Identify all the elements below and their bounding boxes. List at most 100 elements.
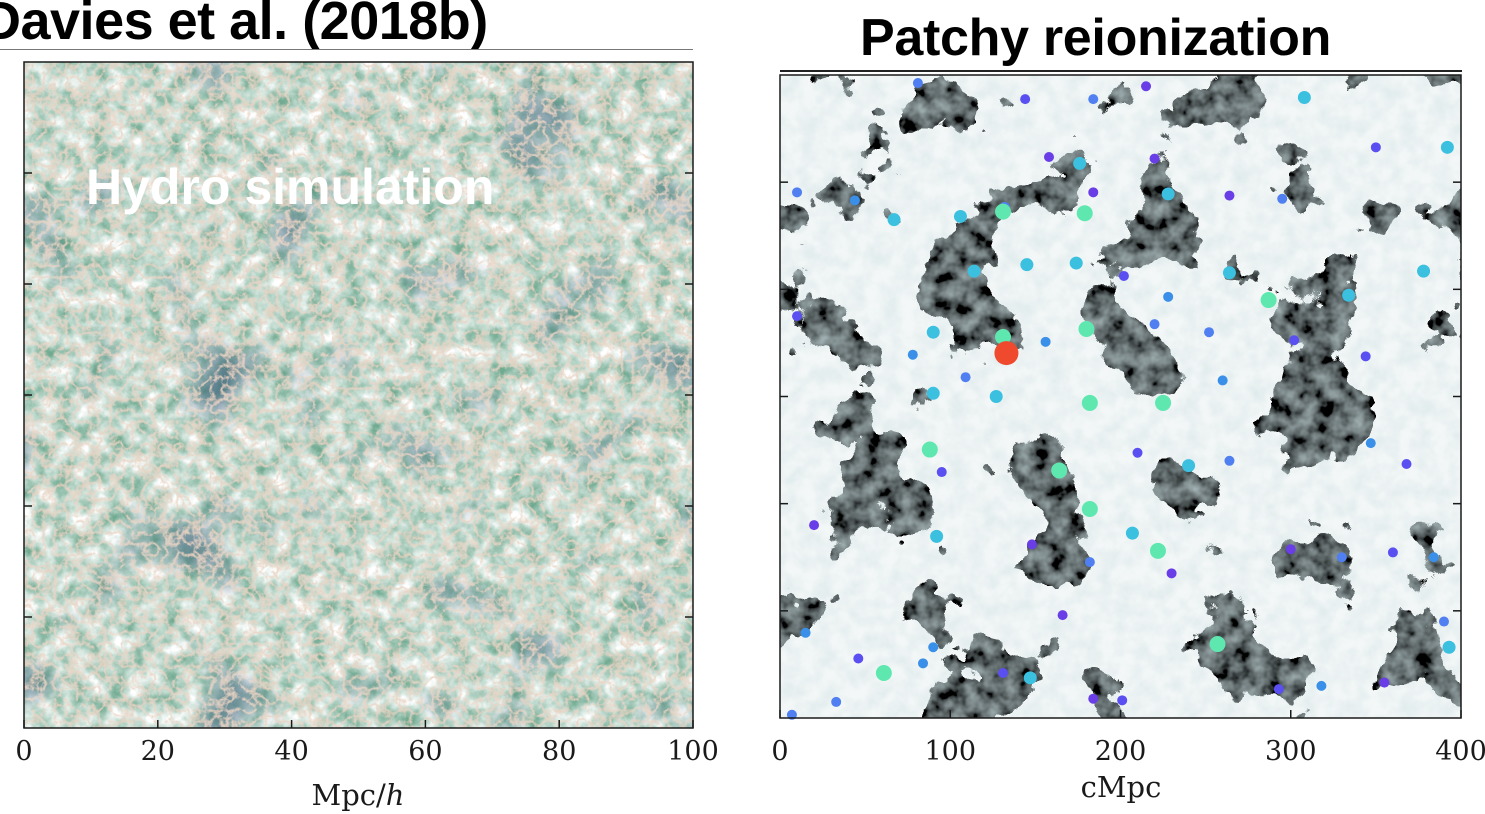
galaxy-point (995, 203, 1012, 220)
hydro-simulation-panel: 0 20 40 60 80 100 Mpc/h (15, 61, 719, 812)
galaxy-point (1224, 455, 1235, 466)
galaxy-point (967, 264, 981, 278)
galaxy-point (1166, 568, 1177, 579)
left-x-tick-label: 0 (15, 736, 32, 767)
galaxy-point (1365, 438, 1376, 449)
right-x-tick-label: 200 (1095, 736, 1147, 767)
galaxy-point (1125, 526, 1139, 540)
galaxy-point (1273, 684, 1284, 695)
galaxy-point (1163, 291, 1174, 302)
galaxy-point (918, 658, 929, 669)
galaxy-points (786, 78, 1456, 720)
galaxy-point (953, 209, 967, 223)
reionization-map-image (780, 75, 1461, 718)
right-x-axis-title: cMpc (1081, 770, 1162, 804)
galaxy-point (1209, 636, 1226, 653)
galaxy-point (1040, 336, 1051, 347)
galaxy-point (1277, 193, 1288, 204)
galaxy-point (1026, 539, 1037, 550)
galaxy-point (1360, 351, 1371, 362)
galaxy-point (907, 349, 918, 360)
left-x-axis-title-unit: Mpc/ (312, 778, 386, 812)
galaxy-point (912, 78, 923, 89)
left-x-ticks: 0 20 40 60 80 100 (15, 720, 719, 767)
galaxy-point (1336, 552, 1347, 563)
galaxy-point (995, 329, 1012, 346)
galaxy-point (1076, 205, 1093, 222)
galaxy-point (1204, 327, 1215, 338)
galaxy-point (875, 664, 892, 681)
hydro-simulation-label: Hydro simulation (86, 159, 495, 215)
highlight-quasar-point (994, 341, 1019, 366)
galaxy-point (1020, 258, 1034, 272)
left-x-tick-label: 60 (408, 736, 442, 767)
galaxy-point (1401, 459, 1412, 470)
right-heading-rule (780, 70, 1462, 72)
left-x-axis-title-h: h (386, 778, 405, 812)
galaxy-point (1379, 677, 1390, 688)
galaxy-point (1081, 501, 1098, 518)
galaxy-point (1342, 288, 1356, 302)
galaxy-point (921, 441, 938, 458)
galaxy-point (887, 213, 901, 227)
galaxy-point (1117, 695, 1128, 706)
galaxy-point (926, 386, 940, 400)
left-x-tick-label: 80 (542, 736, 576, 767)
galaxy-point (998, 667, 1009, 678)
galaxy-point (1084, 557, 1095, 568)
galaxy-point (1316, 680, 1327, 691)
galaxy-point (1217, 375, 1228, 386)
left-x-axis-title: Mpc/h (312, 778, 405, 812)
galaxy-point (1088, 94, 1099, 105)
left-panel-heading: Davies et al. (2018b) (0, 0, 488, 51)
galaxy-point (1387, 547, 1398, 558)
galaxy-point (1440, 140, 1454, 154)
galaxy-point (849, 195, 860, 206)
galaxy-point (1141, 81, 1152, 92)
galaxy-point (989, 390, 1003, 403)
galaxy-point (1088, 693, 1099, 704)
left-x-tick-label: 20 (141, 736, 175, 767)
galaxy-point (831, 696, 842, 707)
galaxy-point (1118, 270, 1129, 281)
galaxy-point (1428, 552, 1439, 563)
galaxy-point (1069, 256, 1083, 270)
galaxy-point (792, 187, 803, 198)
left-y-ticks (24, 172, 693, 618)
galaxy-point (936, 467, 947, 478)
right-y-ticks (780, 181, 1461, 612)
galaxy-point (1297, 91, 1311, 105)
galaxy-point (1370, 142, 1381, 153)
galaxy-point (1442, 640, 1456, 654)
galaxy-point (1155, 394, 1172, 411)
galaxy-point (1224, 190, 1235, 201)
galaxy-point (800, 627, 811, 638)
galaxy-point (1438, 616, 1449, 627)
right-x-ticks: 0 100 200 300 400 (771, 710, 1485, 767)
right-x-tick-label: 300 (1265, 736, 1317, 767)
galaxy-point (1088, 187, 1099, 198)
galaxy-point (1057, 610, 1068, 621)
galaxy-point (1023, 671, 1037, 685)
galaxy-point (1149, 542, 1166, 559)
galaxy-point (1043, 151, 1054, 162)
patchy-reionization-panel: 0 100 200 300 400 cMpc (771, 74, 1485, 804)
galaxy-point (930, 529, 944, 543)
galaxy-point (1182, 459, 1196, 473)
right-x-tick-label: 0 (771, 736, 788, 767)
galaxy-point (928, 642, 939, 653)
right-x-tick-label: 400 (1435, 736, 1485, 767)
left-x-tick-label: 100 (667, 736, 719, 767)
left-heading-rule (0, 49, 693, 50)
galaxy-point (1149, 153, 1160, 164)
galaxy-point (792, 311, 803, 322)
galaxy-point (1051, 462, 1068, 479)
galaxy-point (853, 653, 864, 664)
galaxy-point (1222, 266, 1236, 280)
hydro-simulation-image (24, 62, 693, 728)
galaxy-point (1081, 394, 1098, 411)
right-x-tick-label: 100 (924, 736, 976, 767)
galaxy-point (1260, 292, 1277, 309)
galaxy-point (809, 520, 820, 531)
